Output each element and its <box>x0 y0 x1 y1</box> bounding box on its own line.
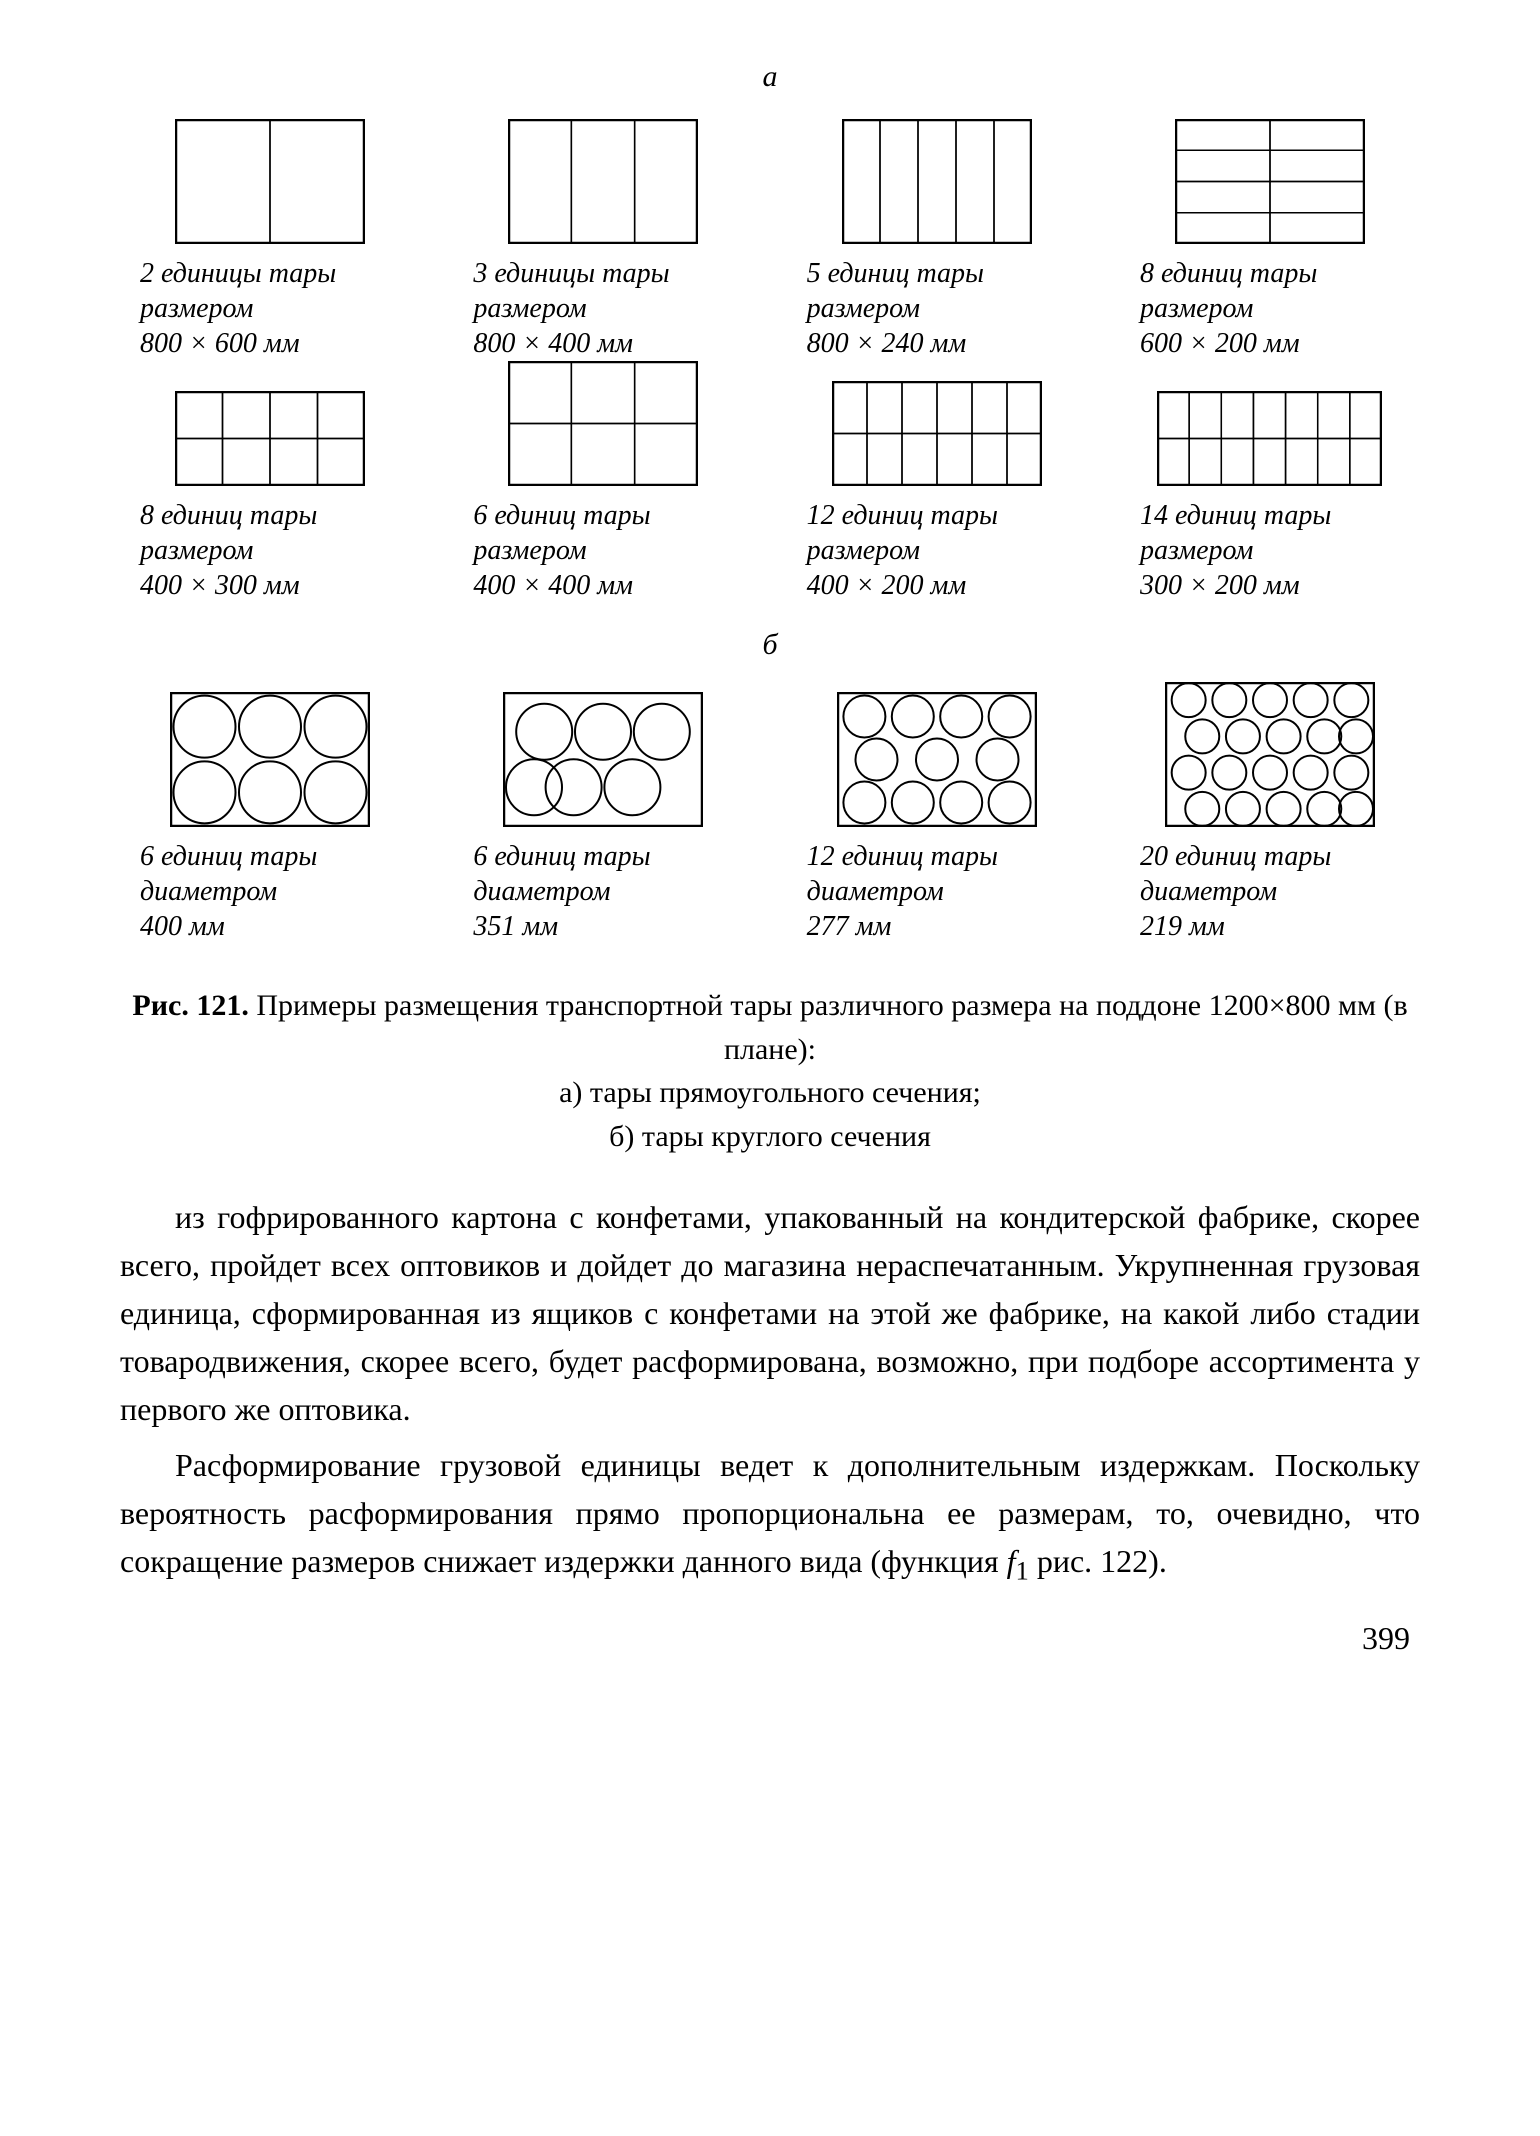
function-symbol: f <box>1007 1543 1016 1579</box>
section-b-label: б <box>120 628 1420 662</box>
caption-size: 300 × 200 мм <box>1140 570 1300 601</box>
caption-size: 600 × 200 мм <box>1140 328 1300 359</box>
caption-size: 800 × 400 мм <box>473 328 633 359</box>
caption-count: 5 единиц тары <box>807 258 984 289</box>
diagram-cell: 6 единиц тары диаметром 351 мм <box>453 672 753 944</box>
caption-count: 12 единиц тары <box>807 500 998 531</box>
diagram-caption: 6 единиц тары размером 400 × 400 мм <box>453 498 650 603</box>
diagram-caption: 5 единиц тары размером 800 × 240 мм <box>787 256 984 361</box>
diagram-caption: 6 единиц тары диаметром 400 мм <box>120 839 317 944</box>
diagram-cell: 6 единиц тары размером 400 × 400 мм <box>453 371 753 603</box>
pallet-diagram <box>120 371 420 486</box>
diagram-cell: 2 единицы тары размером 800 × 600 мм <box>120 104 420 361</box>
diagram-cell: 3 единицы тары размером 800 × 400 мм <box>453 104 753 361</box>
caption-size-label: размером <box>807 293 920 324</box>
diagram-caption: 8 единиц тары размером 400 × 300 мм <box>120 498 317 603</box>
section-a-label: а <box>120 60 1420 94</box>
pallet-diagram <box>787 371 1087 486</box>
diagram-cell: 8 единиц тары размером 400 × 300 мм <box>120 371 420 603</box>
caption-size: 800 × 600 мм <box>140 328 300 359</box>
diagram-caption: 8 единиц тары размером 600 × 200 мм <box>1120 256 1317 361</box>
caption-count: 8 единиц тары <box>1140 258 1317 289</box>
caption-size: 219 мм <box>1140 911 1225 942</box>
page-number: 399 <box>120 1620 1420 1657</box>
caption-count: 3 единицы тары <box>473 258 669 289</box>
figure-caption-line3: б) тары круглого сечения <box>609 1120 931 1153</box>
caption-size: 400 мм <box>140 911 225 942</box>
diagram-caption: 20 единиц тары диаметром 219 мм <box>1120 839 1331 944</box>
caption-size-label: размером <box>1140 293 1253 324</box>
caption-size: 351 мм <box>473 911 558 942</box>
caption-count: 6 единиц тары <box>140 841 317 872</box>
caption-count: 20 единиц тары <box>1140 841 1331 872</box>
page: а 2 единицы тары размером 800 × 600 мм 3 е… <box>120 60 1420 1657</box>
caption-size-label: диаметром <box>473 876 610 907</box>
paragraph-1: из гофрированного картона с конфетами, у… <box>120 1193 1420 1433</box>
diagram-row-2: 8 единиц тары размером 400 × 300 мм 6 един… <box>120 371 1420 603</box>
pallet-diagram <box>120 672 420 827</box>
diagram-cell: 6 единиц тары диаметром 400 мм <box>120 672 420 944</box>
caption-size-label: размером <box>140 535 253 566</box>
caption-size-label: диаметром <box>1140 876 1277 907</box>
pallet-diagram <box>453 672 753 827</box>
caption-count: 6 единиц тары <box>473 841 650 872</box>
diagram-cell: 5 единиц тары размером 800 × 240 мм <box>787 104 1087 361</box>
caption-size: 400 × 400 мм <box>473 570 633 601</box>
diagram-caption: 12 единиц тары диаметром 277 мм <box>787 839 998 944</box>
pallet-diagram <box>787 104 1087 244</box>
diagram-cell: 8 единиц тары размером 600 × 200 мм <box>1120 104 1420 361</box>
figure-caption-line2: а) тары прямоугольного сечения; <box>559 1076 981 1109</box>
figure-caption-bold: Рис. 121. <box>132 989 248 1022</box>
figure-caption: Рис. 121. Примеры размещения транспортно… <box>120 984 1420 1158</box>
pallet-diagram <box>1120 371 1420 486</box>
diagram-cell: 12 единиц тары размером 400 × 200 мм <box>787 371 1087 603</box>
caption-size-label: диаметром <box>140 876 277 907</box>
caption-size: 400 × 200 мм <box>807 570 967 601</box>
body-text: из гофрированного картона с конфетами, у… <box>120 1193 1420 1590</box>
caption-size-label: размером <box>473 293 586 324</box>
diagram-caption: 2 единицы тары размером 800 × 600 мм <box>120 256 336 361</box>
caption-size: 800 × 240 мм <box>807 328 967 359</box>
caption-count: 2 единицы тары <box>140 258 336 289</box>
pallet-diagram <box>1120 672 1420 827</box>
caption-size-label: диаметром <box>807 876 944 907</box>
caption-size: 400 × 300 мм <box>140 570 300 601</box>
diagram-caption: 14 единиц тары размером 300 × 200 мм <box>1120 498 1331 603</box>
caption-count: 14 единиц тары <box>1140 500 1331 531</box>
diagram-caption: 12 единиц тары размером 400 × 200 мм <box>787 498 998 603</box>
caption-size-label: размером <box>1140 535 1253 566</box>
paragraph-2: Расформирование грузовой единицы ведет к… <box>120 1441 1420 1590</box>
function-subscript: 1 <box>1016 1555 1029 1585</box>
diagram-cell: 20 единиц тары диаметром 219 мм <box>1120 672 1420 944</box>
figure-caption-line1: Примеры размещения транспортной тары раз… <box>249 989 1408 1066</box>
caption-size-label: размером <box>807 535 920 566</box>
pallet-diagram <box>1120 104 1420 244</box>
diagram-row-1: 2 единицы тары размером 800 × 600 мм 3 еди… <box>120 104 1420 361</box>
diagram-caption: 3 единицы тары размером 800 × 400 мм <box>453 256 669 361</box>
caption-size: 277 мм <box>807 911 892 942</box>
caption-count: 12 единиц тары <box>807 841 998 872</box>
paragraph-2-b: рис. 122). <box>1029 1543 1167 1579</box>
caption-size-label: размером <box>473 535 586 566</box>
paragraph-2-a: Расформирование грузовой единицы ведет к… <box>120 1447 1420 1579</box>
pallet-diagram <box>787 672 1087 827</box>
pallet-diagram <box>453 104 753 244</box>
caption-count: 8 единиц тары <box>140 500 317 531</box>
pallet-diagram <box>453 371 753 486</box>
diagram-cell: 14 единиц тары размером 300 × 200 мм <box>1120 371 1420 603</box>
diagram-cell: 12 единиц тары диаметром 277 мм <box>787 672 1087 944</box>
caption-size-label: размером <box>140 293 253 324</box>
diagram-caption: 6 единиц тары диаметром 351 мм <box>453 839 650 944</box>
diagram-row-3: 6 единиц тары диаметром 400 мм 6 единиц та… <box>120 672 1420 944</box>
pallet-diagram <box>120 104 420 244</box>
caption-count: 6 единиц тары <box>473 500 650 531</box>
